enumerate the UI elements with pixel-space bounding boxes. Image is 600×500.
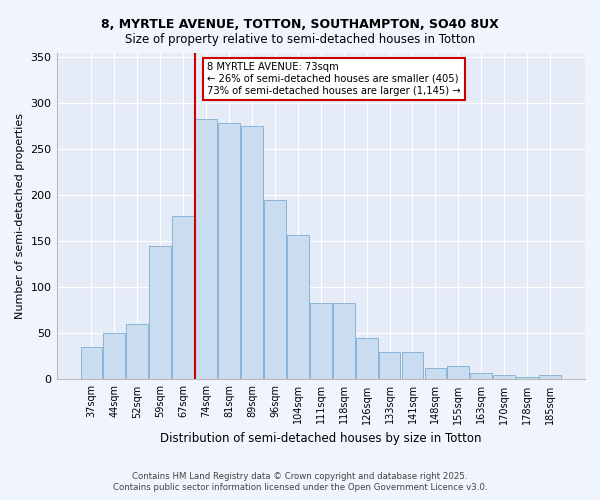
Bar [493,375,515,380]
Bar [379,352,400,380]
Bar [470,373,492,380]
Text: Contains HM Land Registry data © Crown copyright and database right 2025.
Contai: Contains HM Land Registry data © Crown c… [113,472,487,492]
Bar [516,376,538,380]
Bar [172,216,194,380]
Bar [539,375,561,380]
Y-axis label: Number of semi-detached properties: Number of semi-detached properties [15,113,25,319]
Bar [103,334,125,380]
Bar [310,303,332,380]
Bar [218,124,240,380]
X-axis label: Distribution of semi-detached houses by size in Totton: Distribution of semi-detached houses by … [160,432,482,445]
Bar [80,347,103,380]
Bar [425,368,446,380]
Bar [149,246,171,380]
Text: 8 MYRTLE AVENUE: 73sqm
← 26% of semi-detached houses are smaller (405)
73% of se: 8 MYRTLE AVENUE: 73sqm ← 26% of semi-det… [207,62,461,96]
Bar [287,235,309,380]
Bar [241,126,263,380]
Text: Size of property relative to semi-detached houses in Totton: Size of property relative to semi-detach… [125,32,475,46]
Bar [264,200,286,380]
Text: 8, MYRTLE AVENUE, TOTTON, SOUTHAMPTON, SO40 8UX: 8, MYRTLE AVENUE, TOTTON, SOUTHAMPTON, S… [101,18,499,30]
Bar [356,338,377,380]
Bar [401,352,424,380]
Bar [127,324,148,380]
Bar [333,303,355,380]
Bar [448,366,469,380]
Bar [195,119,217,380]
